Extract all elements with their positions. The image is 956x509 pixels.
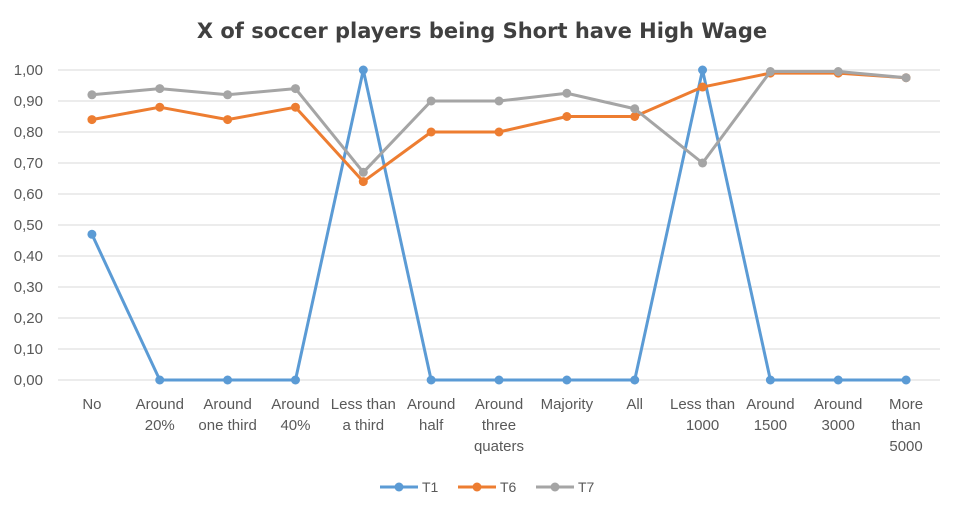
data-point: [155, 84, 165, 94]
series-line: [90, 70, 908, 174]
legend-label: T6: [500, 479, 517, 495]
y-tick-label: 0,40: [14, 248, 43, 265]
x-tick-label: Around 1500: [746, 396, 794, 434]
data-point: [630, 112, 640, 121]
data-point: [765, 67, 775, 77]
legend-label: T1: [422, 479, 439, 495]
x-tick-label: Less than a third: [331, 396, 396, 434]
y-tick-label: 0,50: [14, 217, 43, 234]
legend-item-t1: T1: [380, 479, 439, 495]
data-point: [901, 375, 911, 385]
legend: T1 T6 T7: [380, 479, 595, 495]
x-tick-label: Less than 1000: [670, 396, 735, 434]
legend-marker: [394, 482, 404, 492]
x-tick-label: Around 20%: [136, 396, 184, 434]
x-tick-label: Around 40%: [271, 396, 319, 434]
legend-marker: [472, 482, 482, 492]
data-point: [223, 375, 233, 385]
y-axis-tick-labels: 0,00 0,10 0,20 0,30 0,40 0,50 0,60 0,70 0,80 0,90…: [14, 62, 43, 389]
data-point: [562, 88, 572, 98]
x-axis-tick-labels: No Around 20% Around one third Around 40% Less …: [82, 396, 923, 455]
data-point: [290, 84, 300, 94]
y-tick-label: 0,90: [14, 93, 43, 110]
series-t1: [87, 65, 911, 385]
data-point: [494, 127, 504, 137]
data-point: [765, 375, 775, 385]
series-line: [90, 71, 908, 184]
x-tick-label: Around 3000: [814, 396, 862, 434]
data-point: [426, 375, 436, 385]
data-point: [494, 96, 504, 106]
y-tick-label: 0,80: [14, 124, 43, 141]
series-lines: [87, 65, 911, 385]
x-tick-label: All: [626, 396, 643, 413]
legend-item-t7: T7: [536, 479, 595, 495]
legend-label: T7: [578, 479, 595, 495]
data-point: [698, 82, 708, 92]
data-point: [87, 115, 97, 125]
data-point: [901, 73, 911, 83]
y-tick-label: 1,00: [14, 62, 43, 79]
x-tick-label: More than 5000: [889, 396, 923, 455]
data-point: [833, 67, 843, 77]
chart-title: X of soccer players being Short have Hig…: [197, 19, 767, 43]
data-point: [358, 65, 368, 75]
data-point: [358, 167, 368, 177]
series-t6: [87, 68, 911, 187]
data-point: [630, 375, 640, 385]
series-t7: [87, 67, 911, 177]
y-tick-label: 0,10: [14, 341, 43, 358]
data-point: [290, 102, 300, 112]
data-point: [223, 115, 233, 125]
data-point: [562, 112, 572, 121]
data-point: [698, 65, 708, 75]
y-tick-label: 0,30: [14, 279, 43, 296]
data-point: [87, 229, 97, 239]
data-point: [426, 96, 436, 106]
x-tick-label: Majority: [541, 396, 594, 413]
x-tick-label: Around one third: [198, 396, 256, 434]
data-point: [426, 127, 436, 137]
data-point: [494, 375, 504, 385]
data-point: [630, 104, 640, 114]
legend-marker: [550, 482, 560, 492]
data-point: [698, 158, 708, 168]
y-tick-label: 0,20: [14, 310, 43, 327]
y-tick-label: 0,70: [14, 155, 43, 172]
x-tick-label: Around half: [407, 396, 455, 434]
y-tick-label: 0,60: [14, 186, 43, 203]
legend-item-t6: T6: [458, 479, 517, 495]
data-point: [87, 90, 97, 100]
data-point: [155, 375, 165, 385]
data-point: [833, 375, 843, 385]
x-tick-label: Around three quaters: [474, 396, 524, 455]
data-point: [155, 102, 165, 112]
gridlines: [58, 69, 940, 381]
data-point: [562, 375, 572, 385]
data-point: [358, 177, 368, 187]
data-point: [290, 375, 300, 385]
data-point: [223, 90, 233, 100]
x-tick-label: No: [82, 396, 101, 413]
y-tick-label: 0,00: [14, 372, 43, 389]
